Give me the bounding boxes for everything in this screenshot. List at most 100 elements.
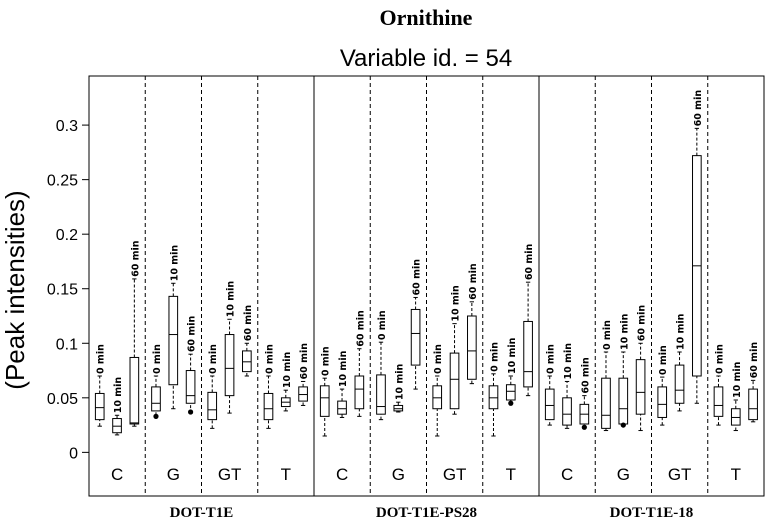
y-tick-label: 0.3 xyxy=(56,118,78,135)
box-0-min: 0 min xyxy=(432,344,444,437)
box-0-min: 0 min xyxy=(151,344,163,419)
iqr-box xyxy=(523,320,533,388)
box-label: 10 min xyxy=(169,245,180,282)
y-tick-label: 0.25 xyxy=(47,173,78,190)
box-label: 60 min xyxy=(693,90,704,127)
box-0-min: 0 min xyxy=(488,342,500,437)
box-0-min: 0 min xyxy=(319,346,332,437)
iqr-box xyxy=(354,375,365,410)
chart-title: Ornithine xyxy=(380,5,473,30)
box-label: 0 min xyxy=(264,344,275,374)
iqr-box xyxy=(488,385,499,410)
box-10-min: 10 min xyxy=(112,377,124,436)
box-label: 10 min xyxy=(563,343,574,380)
box-label: 0 min xyxy=(433,344,444,374)
box-60-min: 60 min xyxy=(242,305,254,377)
iqr-box xyxy=(112,418,122,434)
box-label: 10 min xyxy=(732,361,743,398)
category-label: C xyxy=(336,465,348,484)
chart-subtitle: Variable id. = 54 xyxy=(340,45,512,72)
box-60-min: 60 min xyxy=(523,243,535,397)
box-label: 60 min xyxy=(243,305,254,342)
iqr-box xyxy=(129,356,140,425)
iqr-box xyxy=(730,408,741,426)
box-0-min: 0 min xyxy=(544,344,557,426)
box-0-min: 0 min xyxy=(207,344,219,429)
box-label: 60 min xyxy=(187,315,198,352)
box-60-min: 60 min xyxy=(692,90,704,404)
box-label: 60 min xyxy=(355,310,366,347)
box-label: 60 min xyxy=(468,263,479,300)
iqr-box xyxy=(713,386,724,417)
box-60-min: 60 min xyxy=(129,240,141,427)
box-label: 60 min xyxy=(580,357,591,394)
box-60-min: 60 min xyxy=(748,342,760,423)
group-label: DOT-T1E xyxy=(170,505,234,521)
iqr-box xyxy=(635,359,646,415)
box-0-min: 0 min xyxy=(263,344,275,429)
box-10-min: 10 min xyxy=(168,245,180,410)
iqr-box xyxy=(449,352,460,410)
box-60-min: 60 min xyxy=(410,259,423,390)
box-60-min: 60 min xyxy=(185,315,198,415)
box-label: 10 min xyxy=(113,377,124,414)
iqr-box xyxy=(298,386,308,402)
outlier-point xyxy=(581,424,587,430)
box-0-min: 0 min xyxy=(657,345,669,426)
iqr-box xyxy=(242,350,252,373)
box-10-min: 10 min xyxy=(224,281,237,414)
y-tick-label: 0.15 xyxy=(47,282,78,299)
iqr-box xyxy=(467,315,477,380)
y-tick-label: 0.05 xyxy=(47,391,78,408)
category-label: C xyxy=(561,465,573,484)
box-label: 10 min xyxy=(676,313,687,350)
iqr-box xyxy=(505,384,516,401)
category-label: G xyxy=(392,465,405,484)
iqr-box xyxy=(207,391,218,421)
box-label: 60 min xyxy=(637,305,648,342)
iqr-box xyxy=(263,392,274,421)
iqr-box xyxy=(674,364,685,404)
box-0-min: 0 min xyxy=(713,344,725,426)
box-60-min: 60 min xyxy=(354,310,366,417)
category-label: G xyxy=(167,465,180,484)
box-label: 10 min xyxy=(338,350,349,387)
box-label: 60 min xyxy=(299,343,310,380)
iqr-box xyxy=(319,385,330,417)
category-label: GT xyxy=(443,465,467,484)
box-label: 0 min xyxy=(546,344,557,374)
iqr-box xyxy=(376,374,386,415)
outlier-point xyxy=(508,400,514,406)
box-0-min: 0 min xyxy=(376,310,388,421)
box-label: 60 min xyxy=(412,259,423,296)
category-label: T xyxy=(506,465,516,484)
box-label: 10 min xyxy=(282,351,293,388)
box-60-min: 60 min xyxy=(579,357,591,430)
plot-area: 0 0.05 0.1 0.15 0.2 0.25 0.3 DOT-T1E C 0 min 10 mi… xyxy=(47,76,760,521)
box-10-min: 10 min xyxy=(730,361,743,432)
box-label: 0 min xyxy=(208,344,219,374)
category-label: T xyxy=(281,465,291,484)
iqr-box xyxy=(562,397,572,426)
box-label: 60 min xyxy=(749,342,760,379)
category-label: T xyxy=(731,465,741,484)
box-label: 0 min xyxy=(714,344,725,374)
group-label: DOT-T1E-PS28 xyxy=(376,505,477,521)
outlier-point xyxy=(187,409,194,415)
box-label: 0 min xyxy=(377,310,388,340)
box-10-min: 10 min xyxy=(393,363,405,413)
iqr-box xyxy=(601,377,611,429)
box-label: 0 min xyxy=(96,344,107,374)
box-label: 0 min xyxy=(658,345,669,375)
iqr-box xyxy=(224,334,235,397)
box-label: 10 min xyxy=(619,313,630,350)
box-60-min: 60 min xyxy=(635,305,648,432)
box-label: 10 min xyxy=(226,281,237,318)
box-10-min: 10 min xyxy=(674,313,687,412)
iqr-box xyxy=(94,392,105,421)
iqr-box xyxy=(151,386,161,412)
box-label: 60 min xyxy=(524,243,535,280)
box-label: 0 min xyxy=(489,342,500,372)
box-10-min: 10 min xyxy=(505,337,518,406)
iqr-box xyxy=(657,386,668,418)
